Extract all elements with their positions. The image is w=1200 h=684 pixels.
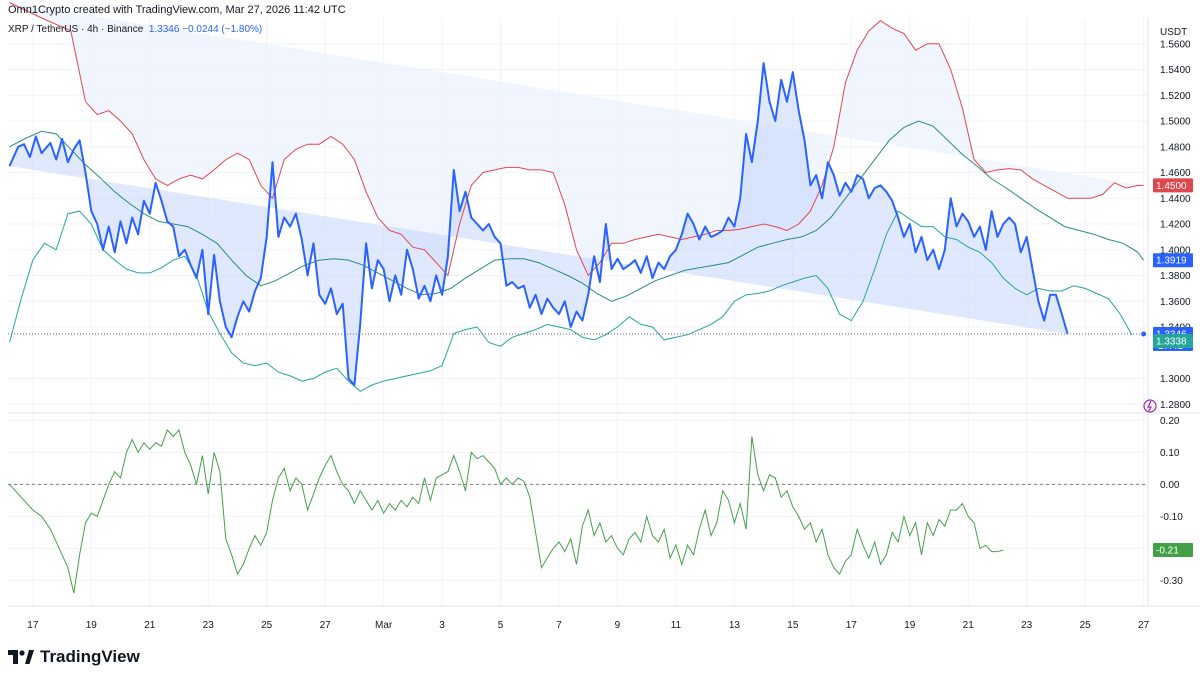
price-line <box>8 62 1069 386</box>
lower-band-badge-label: 1.3338 <box>1156 337 1187 348</box>
upper-band-badge-box <box>1153 178 1193 193</box>
time-tick-label: 25 <box>1080 620 1092 631</box>
chart-attribution: Omn1Crypto created with TradingView.com,… <box>8 4 346 16</box>
symbol-legend[interactable]: XRP / TetherUS · 4h · Binance 1.3346 −0.… <box>8 24 262 35</box>
tradingview-logo-icon <box>8 650 34 664</box>
tradingview-logo-text: TradingView <box>40 647 140 666</box>
upper-band-badge-label: 1.4500 <box>1156 181 1187 192</box>
last-price-dot <box>1141 331 1147 337</box>
time-tick-label: 23 <box>203 620 215 631</box>
lower-band-badge-box <box>1153 334 1193 349</box>
osc-tick-label: 0.10 <box>1160 448 1180 459</box>
basis-badge-box <box>1153 253 1193 268</box>
tradingview-logo[interactable]: TradingView <box>8 647 140 667</box>
oscillator-badge-box <box>1153 543 1193 557</box>
basis-line <box>9 120 1145 302</box>
time-tick-label: 27 <box>320 620 332 631</box>
price-tick-label: 1.4800 <box>1160 142 1191 153</box>
price-tick-label: 1.5200 <box>1160 91 1191 102</box>
price-tick-label: 1.4000 <box>1160 245 1191 256</box>
time-tick-label: 17 <box>846 620 858 631</box>
time-tick-label: 13 <box>729 620 741 631</box>
symbol-name: XRP / TetherUS · 4h · Binance <box>8 24 144 35</box>
time-tick-label: 17 <box>27 620 39 631</box>
time-tick-label: 3 <box>439 620 445 631</box>
price-tick-label: 1.5000 <box>1160 117 1191 128</box>
currency-label: USDT <box>1160 27 1187 38</box>
osc-tick-label: -0.30 <box>1160 576 1183 587</box>
price-tick-label: 1.5400 <box>1160 65 1191 76</box>
band-fill <box>9 2 1144 276</box>
price-tick-label: 1.3800 <box>1160 271 1191 282</box>
price-tick-label: 1.4200 <box>1160 220 1191 231</box>
time-tick-label: 27 <box>1138 620 1150 631</box>
time-tick-label: 25 <box>261 620 273 631</box>
price-tick-label: 1.2800 <box>1160 400 1191 411</box>
osc-tick-label: -0.10 <box>1160 512 1183 523</box>
basis-badge-label: 1.3919 <box>1156 256 1187 267</box>
osc-tick-label: 0.00 <box>1160 480 1180 491</box>
time-tick-label: 5 <box>498 620 504 631</box>
alert-icon <box>1143 399 1157 413</box>
price-tick-label: 1.4400 <box>1160 194 1191 205</box>
time-tick-label: 11 <box>671 620 682 631</box>
price-tick-label: 1.5600 <box>1160 39 1191 50</box>
last-price: 1.3346 <box>148 24 180 35</box>
time-tick-label: 19 <box>86 620 98 631</box>
time-tick-label: 21 <box>963 620 975 631</box>
oscillator-line <box>9 428 1004 594</box>
price-change: −0.0244 (−1.80%) <box>182 24 263 35</box>
price-basis-fill <box>9 63 1068 385</box>
time-tick-label: 23 <box>1021 620 1033 631</box>
time-tick-label: 21 <box>144 620 156 631</box>
upper-band-line <box>9 2 1144 277</box>
time-tick-label: 15 <box>787 620 799 631</box>
price-tick-label: 1.3600 <box>1160 297 1191 308</box>
alert-bolt-icon <box>1147 400 1152 412</box>
osc-tick-label: 0.20 <box>1160 416 1180 427</box>
price-tick-label: 1.3000 <box>1160 374 1191 385</box>
time-tick-label: 19 <box>904 620 916 631</box>
price-tick-label: 1.4600 <box>1160 168 1191 179</box>
time-tick-label: 7 <box>556 620 562 631</box>
time-tick-label: 9 <box>615 620 621 631</box>
oscillator-badge-label: -0.21 <box>1156 546 1179 557</box>
time-tick-label: Mar <box>375 620 393 631</box>
